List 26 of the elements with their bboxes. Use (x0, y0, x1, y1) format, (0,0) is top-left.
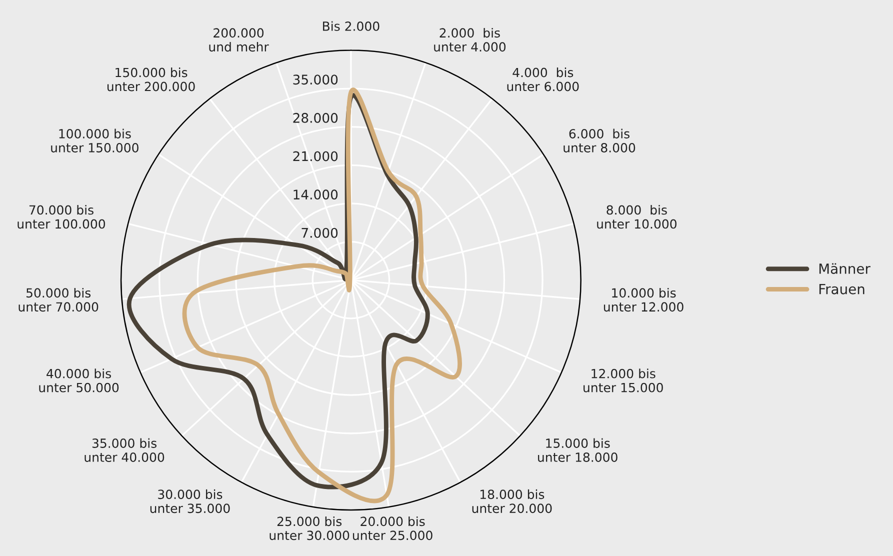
spoke-label: 4.000 bis unter 6.000 (507, 68, 579, 92)
spoke-label: 70.000 bis unter 100.000 (18, 205, 106, 229)
y-tick-label: 14.000 (294, 190, 338, 200)
spoke-label: 15.000 bis unter 18.000 (538, 438, 618, 462)
spoke-label: 20.000 bis unter 25.000 (352, 516, 432, 540)
legend-label: Männer (819, 263, 870, 274)
spoke-label: 8.000 bis unter 10.000 (597, 205, 676, 229)
y-tick-label: 21.000 (293, 151, 338, 162)
spoke-label: 6.000 bis unter 8.000 (564, 128, 636, 152)
spoke-label: 200.000 und mehr (209, 28, 269, 52)
spoke-label: 18.000 bis unter 20.000 (472, 489, 552, 514)
spoke-label: Bis 2.000 (323, 21, 380, 31)
spoke-label: 40.000 bis unter 50.000 (39, 368, 119, 392)
y-tick-label: 35.000 (293, 74, 338, 85)
spoke-label: 25.000 bis unter 30.000 (270, 516, 350, 540)
y-tick-label: 7.000 (302, 228, 338, 238)
spoke-label: 12.000 bis unter 15.000 (584, 368, 663, 392)
spoke-label: 150.000 bis unter 200.000 (107, 68, 195, 92)
spoke-label: 50.000 bis unter 70.000 (18, 288, 98, 312)
spoke-label: 30.000 bis unter 35.000 (150, 489, 230, 514)
spoke-label: 10.000 bis unter 12.000 (604, 288, 684, 312)
spoke-label: 35.000 bis unter 40.000 (84, 438, 164, 462)
legend-label: Frauen (819, 284, 864, 294)
spoke-label: 2.000 bis unter 4.000 (434, 28, 506, 52)
spoke-label: 100.000 bis unter 150.000 (51, 128, 138, 152)
y-tick-label: 28.000 (293, 112, 338, 123)
